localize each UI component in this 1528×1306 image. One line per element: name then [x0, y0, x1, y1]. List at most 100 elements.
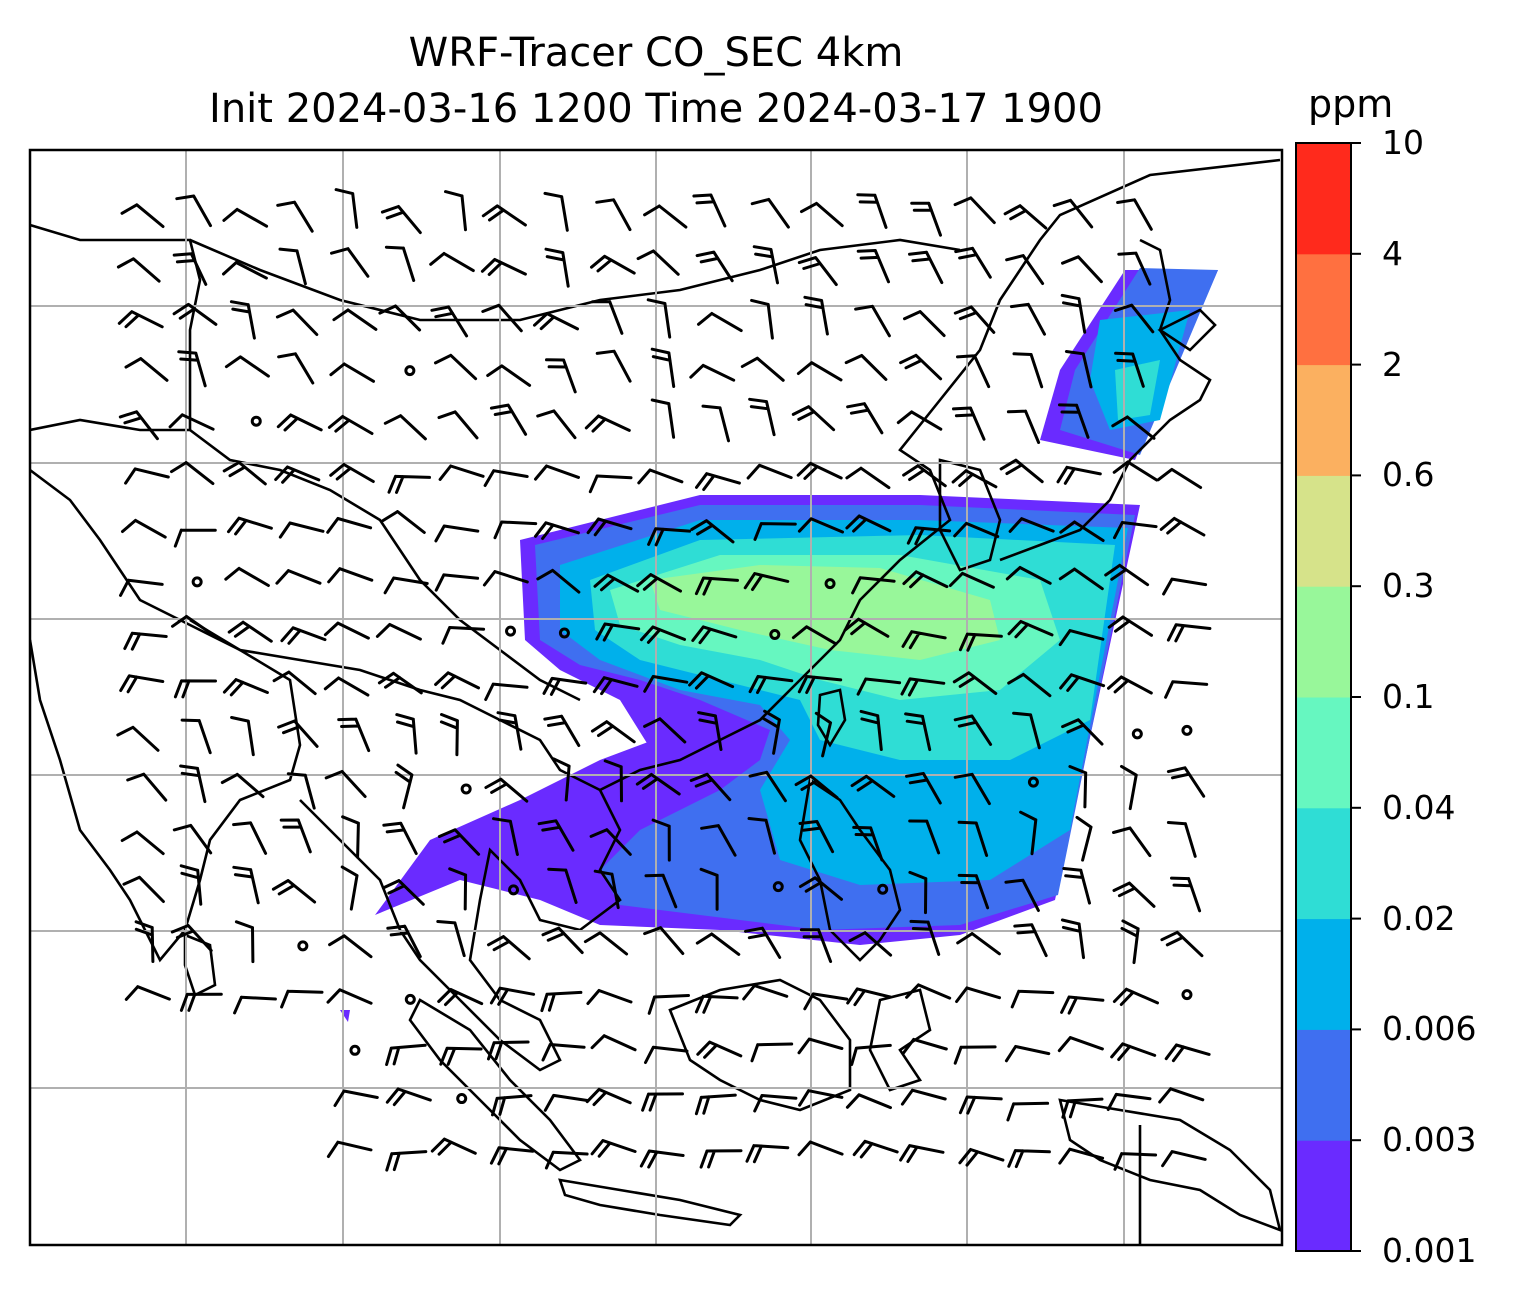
wind-barb [327, 567, 374, 584]
wind-barb [748, 770, 787, 803]
wind-barb [753, 1094, 798, 1113]
wind-barb [1107, 675, 1153, 695]
wind-barb [481, 204, 527, 227]
wind-barb [590, 1139, 637, 1158]
wind-barb [903, 310, 946, 338]
wind-barb [1068, 765, 1088, 809]
wind-barb [953, 521, 1000, 538]
colorbar-tick-label: 0.04 [1382, 787, 1456, 827]
colorbar-segment [1296, 475, 1351, 587]
wind-barb [484, 777, 529, 803]
wind-barb [227, 516, 273, 536]
wind-barb [1116, 198, 1153, 231]
wind-barb [646, 298, 672, 339]
wind-barb [332, 308, 378, 331]
wind-barb [902, 570, 949, 589]
wind-barb [544, 1150, 589, 1170]
wind-barb [904, 712, 932, 752]
wind-barb [437, 828, 481, 856]
wind-calm-marker [877, 883, 889, 895]
wind-barb [637, 468, 684, 485]
wind-calm-marker [404, 365, 416, 377]
wind-barb [381, 879, 425, 906]
wind-barb [1164, 1043, 1211, 1063]
wind-barb [234, 920, 255, 964]
wind-barb [800, 201, 844, 228]
wind-barb [122, 875, 165, 903]
wind-barb [119, 674, 165, 694]
wind-barb [953, 772, 991, 806]
wind-barb [647, 994, 690, 1015]
wind-barb [1112, 826, 1152, 858]
wind-barb [791, 405, 836, 432]
wind-barb [533, 312, 579, 331]
wind-barb [173, 528, 217, 548]
wind-barb [851, 576, 896, 595]
wind-barb [952, 406, 986, 441]
wind-barb [803, 992, 849, 1011]
wind-calm-marker [769, 628, 781, 640]
wind-barb [846, 987, 892, 1007]
wind-barb [1120, 919, 1140, 965]
wind-barb [481, 303, 523, 333]
wind-barb [691, 625, 738, 645]
wind-barb [486, 364, 532, 387]
wind-barb [429, 252, 475, 273]
wind-barb [337, 717, 371, 753]
wind-barb [905, 772, 942, 805]
wind-barb [1112, 881, 1156, 908]
wind-barb [1060, 918, 1085, 960]
wind-barb [286, 772, 316, 810]
wind-barb [328, 934, 373, 959]
coastline-philippines [798, 777, 902, 962]
wind-barb [635, 773, 681, 796]
wind-barb [1114, 351, 1145, 388]
wind-barb [1112, 460, 1159, 482]
colorbar-tick-label: 0.006 [1382, 1009, 1477, 1049]
wind-barb [323, 676, 370, 697]
wind-barb [590, 254, 636, 275]
wind-barb [796, 361, 843, 382]
wind-barb [1007, 620, 1054, 639]
wind-barb [954, 246, 992, 279]
wind-barb [750, 197, 790, 229]
wind-barb [487, 1040, 530, 1061]
wind-calm-marker [456, 1093, 468, 1105]
wind-barb [232, 865, 260, 905]
wind-barb [909, 919, 941, 956]
wind-barb [329, 362, 375, 383]
wind-barb [1104, 563, 1150, 587]
wind-barb [747, 817, 776, 855]
wind-barb [591, 300, 624, 335]
wind-barb [1060, 293, 1087, 334]
wind-barb [341, 815, 360, 859]
wind-barb [222, 207, 269, 228]
colorbar-tick-label: 0.02 [1382, 898, 1456, 938]
wind-barb [326, 988, 373, 1005]
wind-barb [171, 615, 216, 638]
wind-barbs [116, 188, 1212, 1172]
coastline-borneo [668, 978, 852, 1112]
wind-barb [124, 467, 170, 485]
wind-calm-marker [772, 881, 784, 893]
wind-barb [848, 931, 893, 957]
wind-calm-marker [1181, 724, 1193, 736]
wind-barb [1013, 923, 1048, 958]
wind-barb [117, 310, 164, 329]
colorbar-tick-label: 4 [1382, 233, 1403, 273]
wind-barb [745, 1144, 790, 1164]
wind-barb [229, 300, 256, 340]
wind-barb [134, 920, 155, 963]
wind-barb [380, 205, 422, 235]
wind-barb [1019, 810, 1038, 856]
wind-barb [323, 621, 370, 640]
wind-barb [590, 1034, 637, 1052]
plume-fragment-sw [340, 1010, 350, 1022]
wind-barb [845, 514, 892, 533]
wind-barb [1056, 465, 1102, 485]
wind-barb [584, 414, 631, 433]
wind-calm-marker [297, 940, 309, 952]
wind-barb [748, 675, 794, 695]
wind-barb [489, 403, 528, 436]
wind-barb [692, 193, 727, 228]
